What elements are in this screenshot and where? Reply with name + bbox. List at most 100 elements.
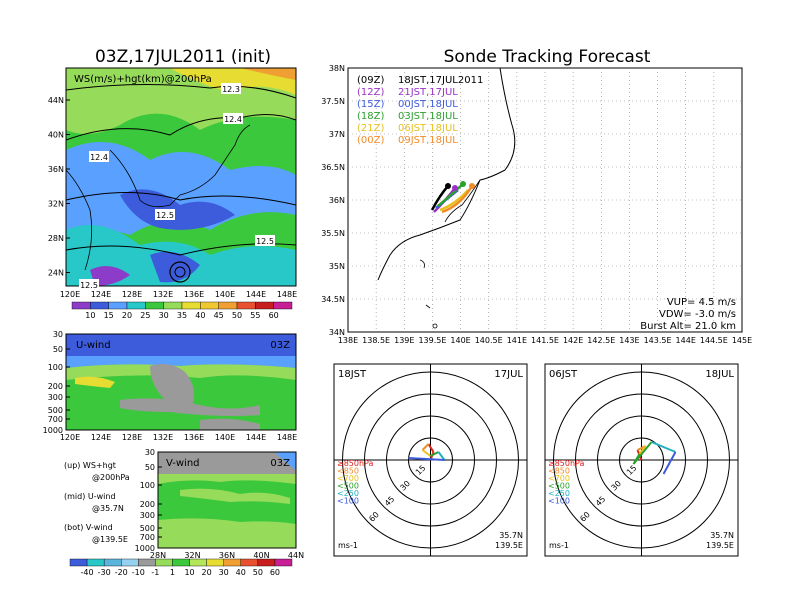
vwind-colorbar-swatch (121, 558, 139, 567)
vwind-x-tick-label: 28N (150, 551, 166, 560)
colorbar-swatch (273, 301, 293, 310)
uwind-x-tick-label: 148E (277, 433, 297, 442)
hodograph-level-label: ≥850hPa (548, 459, 585, 468)
vwind-colorbar-tick-label: -30 (98, 568, 111, 577)
vwind-colorbar: -40 -30 -20 -10 -1 1 10 20 30 40 50 60 (69, 558, 293, 577)
hodograph-trace-segment (421, 449, 432, 457)
hodograph-level-label: <700 (337, 474, 359, 483)
hodograph-lon: 139.5E (495, 541, 523, 550)
vwind-y-tick-label: 100 (140, 481, 155, 490)
hodograph-trace-segment (421, 443, 430, 451)
legend-code: (00Z) (357, 135, 384, 146)
vwind-colorbar-swatch (240, 558, 259, 567)
hodograph-lon: 139.5E (706, 541, 734, 550)
vwind-y-tick-label: 50 (145, 463, 155, 472)
vwind-colorbar-swatch (223, 558, 241, 567)
hodograph-level-label: <100 (548, 497, 570, 506)
vwind-colorbar-tick-label: 40 (236, 568, 246, 577)
track-y-tick-label: 36N (329, 196, 345, 205)
hodograph-level-label: <250 (337, 489, 359, 498)
colorbar-swatch (90, 301, 109, 310)
colorbar-tick-label: 45 (214, 311, 224, 320)
colorbar-tick-label: 40 (195, 311, 205, 320)
contour-label-box (221, 83, 241, 94)
legend-code: (18Z) (357, 111, 384, 122)
right-title: Sonde Tracking Forecast (444, 47, 651, 67)
uwind-x-tick-label: 128E (122, 433, 142, 442)
vwind-y-tick-label: 200 (140, 500, 155, 509)
ws-map-panel (65, 67, 297, 287)
vwind-colorbar-tick-label: -1 (151, 568, 159, 577)
panel-note-sub: @200hPa (92, 473, 130, 482)
legend-label: 03JST,18JUL (398, 111, 458, 122)
vwind-colorbar-swatch (138, 558, 156, 567)
colorbar-tick-label: 35 (177, 311, 187, 320)
legend-code: (09Z) (357, 75, 384, 86)
uwind-y-tick-label: 100 (48, 363, 63, 372)
vwind-time: 03Z (270, 458, 290, 469)
colorbar-tick-label: 60 (269, 311, 279, 320)
map-contour-labels: 12.3 12.4 12.4 12.5 12.5 12.5 (79, 83, 275, 290)
hodograph-level-label: ≥850hPa (337, 459, 374, 468)
track-x-tick-label: 142E (563, 336, 583, 345)
track-x-tick-label: 143E (619, 336, 639, 345)
vwind-panel (157, 451, 297, 549)
track-x-tick-label: 139E (394, 336, 414, 345)
panel-note-sub: @139.5E (92, 535, 128, 544)
map-x-tick-label: 136E (184, 290, 204, 299)
track-x-tick-label: 138E (338, 336, 358, 345)
contour-label-box (255, 235, 275, 246)
uwind-x-ticks: 120E 124E 128E 132E 136E 140E 144E 148E (60, 433, 297, 442)
vwind-x-tick-label: 32N (184, 551, 200, 560)
map-x-tick-label: 120E (60, 290, 80, 299)
track-y-tick-label: 35N (329, 262, 345, 271)
legend-label: 09JST,18JUL (398, 135, 458, 146)
hodograph-trace-segment (437, 451, 446, 461)
map-y-tick-label: 44N (48, 96, 64, 105)
vwind-y-tick-label: 500 (140, 524, 155, 533)
track-x-tick-label: 139.5E (418, 336, 446, 345)
uwind-x-tick-label: 132E (153, 433, 173, 442)
vwind-colorbar-swatch (206, 558, 224, 567)
hodograph-trace-segment (430, 451, 439, 457)
track-x-tick-label: 141E (507, 336, 527, 345)
track-y-tick-label: 35.5N (321, 229, 345, 238)
colorbar-swatch (255, 301, 274, 310)
vwind-colorbar-swatch (274, 558, 293, 567)
colorbar-swatch (145, 301, 164, 310)
colorbar-tick-label: 10 (85, 311, 95, 320)
track-param: VDW= -3.0 m/s (659, 309, 736, 320)
uwind-y-tick-label: 30 (53, 330, 63, 339)
track-map-panel (347, 67, 743, 333)
map-y-tick-label: 28N (48, 234, 64, 243)
track-y-tick-label: 37N (329, 130, 345, 139)
map-y-ticks: 44N 40N 36N 32N 28N 24N (48, 96, 70, 278)
hodograph-level-label: <700 (548, 474, 570, 483)
hodograph-date: 18JUL (705, 369, 734, 380)
hodograph-trace-segment (632, 441, 653, 465)
contour-label-box (79, 279, 99, 290)
colorbar-tick-label: 50 (232, 311, 242, 320)
map-x-tick-label: 144E (246, 290, 266, 299)
map-x-tick-label: 148E (277, 290, 297, 299)
uwind-y-tick-label: 700 (48, 415, 63, 424)
uwind-x-tick-label: 120E (60, 433, 80, 442)
vwind-y-tick-label: 700 (140, 533, 155, 542)
legend-label: 21JST,17JUL (398, 87, 458, 98)
colorbar-swatch (218, 301, 238, 310)
uwind-y-tick-label: 200 (48, 382, 63, 391)
colorbar-tick-label: 25 (140, 311, 150, 320)
hodograph-trace-segment (638, 445, 647, 455)
hodograph-trace-segment (427, 443, 435, 453)
track-y-tick-label: 38N (329, 64, 345, 73)
track-param: VUP= 4.5 m/s (667, 297, 736, 308)
track-x-tick-label: 145E (732, 336, 752, 345)
legend-code: (12Z) (357, 87, 384, 98)
hodograph-level-label: <500 (548, 482, 570, 491)
track-x-tick-label: 140E (450, 336, 470, 345)
